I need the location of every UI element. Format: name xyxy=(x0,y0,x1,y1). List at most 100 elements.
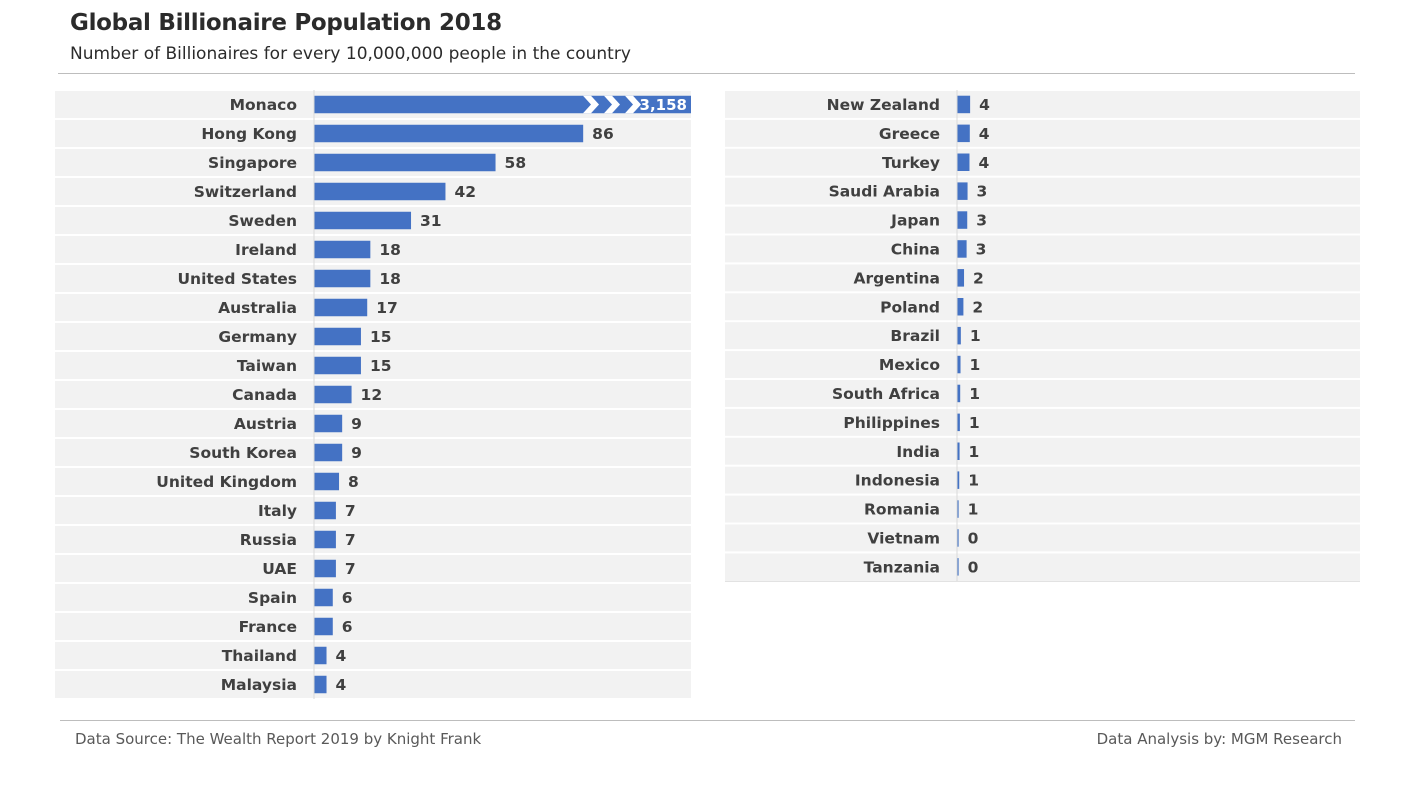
bar xyxy=(957,211,968,229)
data-label: 15 xyxy=(370,357,392,375)
row-band xyxy=(725,466,1360,494)
category-label: United Kingdom xyxy=(156,473,297,491)
row-band xyxy=(55,613,691,640)
bar xyxy=(314,240,371,259)
data-label: 4 xyxy=(336,647,347,665)
chart-row: France 6 xyxy=(55,613,691,640)
bar xyxy=(957,153,970,171)
data-label: 1 xyxy=(970,356,981,374)
bar xyxy=(314,385,352,404)
bar xyxy=(957,124,970,143)
data-label: 4 xyxy=(979,125,990,143)
bar xyxy=(957,355,961,374)
bar xyxy=(314,617,333,636)
row-band xyxy=(725,495,1360,523)
chart-row: Philippines 1 xyxy=(725,408,1360,436)
category-label: UAE xyxy=(262,560,297,578)
chart-row: Vietnam 0 xyxy=(725,524,1360,552)
data-label: 0 xyxy=(968,529,979,547)
row-band xyxy=(725,119,1360,147)
bar xyxy=(314,211,412,230)
chart-row: Poland 2 xyxy=(725,293,1360,321)
bar xyxy=(957,442,960,460)
data-label: 18 xyxy=(379,270,401,288)
data-label: 1 xyxy=(969,443,980,461)
chart-row: Tanzania 0 xyxy=(725,553,1360,581)
bar xyxy=(957,500,959,518)
category-label: Italy xyxy=(258,502,297,520)
category-label: China xyxy=(891,240,940,258)
row-band xyxy=(55,352,691,379)
bar xyxy=(314,153,496,172)
data-label: 1 xyxy=(968,501,979,519)
bar xyxy=(314,559,336,578)
chart-row: Spain 6 xyxy=(55,584,691,611)
bar xyxy=(957,182,968,200)
category-label: Japan xyxy=(890,212,940,230)
category-label: Saudi Arabia xyxy=(829,183,940,201)
data-label: 7 xyxy=(345,502,356,520)
chart-row: Brazil 1 xyxy=(725,322,1360,350)
category-label: South Africa xyxy=(832,385,940,403)
category-label: United States xyxy=(177,270,297,288)
bar xyxy=(957,240,967,258)
chart-row: United States 18 xyxy=(55,265,691,292)
chart-row: Italy 7 xyxy=(55,497,691,524)
category-label: Vietnam xyxy=(867,529,940,547)
data-label: 18 xyxy=(379,241,401,259)
category-label: Tanzania xyxy=(864,558,940,576)
row-band xyxy=(55,236,691,263)
chart-row: South Africa 1 xyxy=(725,380,1360,407)
row-band xyxy=(725,408,1360,436)
category-label: Turkey xyxy=(882,154,940,172)
category-label: New Zealand xyxy=(827,96,940,114)
category-label: France xyxy=(239,618,297,636)
chart-row: Singapore 58 xyxy=(55,149,691,176)
data-label: 7 xyxy=(345,531,356,549)
bar xyxy=(314,501,336,520)
axis-break-chevron xyxy=(583,95,599,114)
data-label: 1 xyxy=(969,414,980,432)
chart-row: Russia 7 xyxy=(55,526,691,553)
row-band xyxy=(725,293,1360,321)
chart-row: Sweden 31 xyxy=(55,207,691,234)
bar xyxy=(957,269,965,287)
chart-title: Global Billionaire Population 2018 xyxy=(70,10,502,36)
row-band xyxy=(725,206,1360,234)
chart-row: Argentina 2 xyxy=(725,264,1360,292)
row-band xyxy=(55,584,691,611)
chart-row: China 3 xyxy=(725,235,1360,263)
data-label: 9 xyxy=(351,444,362,462)
chart-row: Turkey 4 xyxy=(725,148,1360,176)
chart-row: Thailand 4 xyxy=(55,642,691,669)
data-label: 7 xyxy=(345,560,356,578)
bar xyxy=(314,182,446,201)
chart-row: Switzerland 42 xyxy=(55,178,691,205)
bar xyxy=(314,646,327,665)
row-band xyxy=(55,294,691,321)
data-label: 42 xyxy=(454,183,476,201)
data-label: 1 xyxy=(968,472,979,490)
data-label: 86 xyxy=(592,125,614,143)
bar xyxy=(314,327,361,346)
bar xyxy=(957,298,964,316)
chart-row: UAE 7 xyxy=(55,555,691,582)
row-band xyxy=(55,671,691,698)
bar xyxy=(314,298,368,317)
category-label: Poland xyxy=(880,298,940,316)
bar xyxy=(314,269,371,288)
category-label: Taiwan xyxy=(237,357,297,375)
data-label: 3,158 xyxy=(640,96,687,114)
category-label: India xyxy=(896,443,940,461)
row-band xyxy=(725,235,1360,263)
data-source-note: Data Source: The Wealth Report 2019 by K… xyxy=(75,730,482,748)
chart-row: Canada 12 xyxy=(55,381,691,408)
data-label: 6 xyxy=(342,589,353,607)
data-label: 8 xyxy=(348,473,359,491)
category-label: Russia xyxy=(240,531,297,549)
data-label: 15 xyxy=(370,328,392,346)
data-label: 0 xyxy=(968,558,979,576)
